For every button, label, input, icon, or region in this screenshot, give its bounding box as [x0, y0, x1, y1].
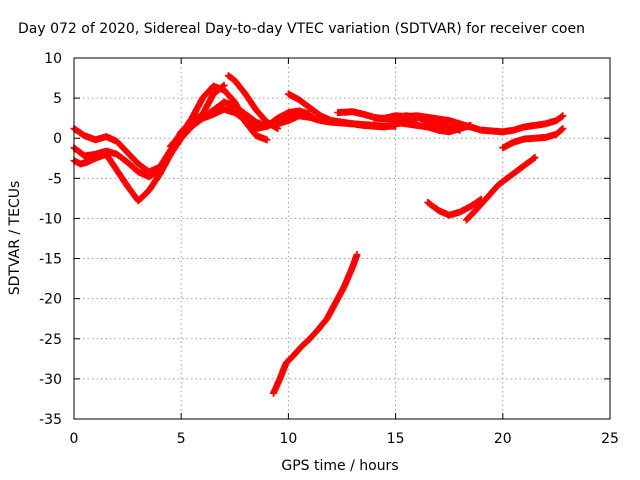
- x-tick-label: 10: [279, 431, 297, 447]
- series-arc-14: [462, 153, 539, 224]
- data-point-run: [102, 150, 120, 173]
- data-point-run: [306, 104, 323, 119]
- x-tick-label: 15: [387, 431, 405, 447]
- data-point-run: [156, 152, 174, 178]
- series-arc-12: [499, 125, 567, 152]
- y-tick-label: -15: [39, 252, 62, 268]
- data-point-run: [323, 300, 339, 323]
- data-point: [263, 136, 271, 144]
- data-point-run: [282, 354, 296, 367]
- y-tick-label: 10: [44, 51, 62, 67]
- axis-ticks: 0 5 10 15 20 25 10 5 0 -5 -10 -15 -20 -25 -30 -35: [39, 51, 619, 447]
- plot-frame: [73, 57, 611, 420]
- x-tick-label: 25: [601, 431, 619, 447]
- data-point-run: [505, 166, 523, 181]
- data-point: [559, 112, 567, 120]
- data-point-run: [295, 96, 313, 111]
- data-point-run: [467, 196, 484, 210]
- data-point-run: [297, 336, 313, 351]
- data-point-run: [252, 106, 270, 125]
- y-tick-label: -30: [39, 372, 62, 388]
- data-point-run: [242, 90, 259, 113]
- data-point-run: [199, 83, 216, 102]
- data-point-run: [124, 182, 141, 204]
- series-arc-11: [392, 118, 475, 136]
- data-point-run: [269, 376, 283, 397]
- data-point-run: [220, 86, 238, 105]
- x-tick-label: 5: [177, 431, 186, 447]
- data-point-run: [484, 182, 501, 201]
- y-tick-label: 5: [53, 91, 62, 107]
- data-point-run: [199, 91, 217, 118]
- data-point-run: [332, 284, 347, 307]
- data-point: [559, 125, 567, 133]
- data-point-run: [495, 174, 512, 189]
- x-axis-label: GPS time / hours: [281, 458, 398, 474]
- data-point-run: [231, 102, 248, 117]
- data-point: [467, 121, 475, 129]
- chart-title: Day 072 of 2020, Sidereal Day-to-day VTE…: [18, 21, 585, 37]
- data-point-run: [231, 109, 248, 124]
- x-tick-label: 0: [70, 431, 79, 447]
- data-point-run: [167, 131, 184, 150]
- data-point-run: [276, 360, 290, 383]
- y-tick-label: -20: [39, 292, 62, 308]
- data-point-run: [188, 95, 206, 122]
- data-point-run: [124, 149, 141, 167]
- data-point: [353, 251, 361, 259]
- y-tick-label: -10: [39, 211, 62, 227]
- y-tick-label: -35: [39, 412, 62, 428]
- data-point-run: [113, 166, 131, 189]
- data-point-run: [527, 154, 538, 165]
- y-tick-label: 0: [53, 131, 62, 147]
- data-point-run: [134, 187, 152, 205]
- data-point-run: [113, 150, 130, 165]
- series-arc-15: [269, 251, 361, 397]
- data-point-run: [424, 198, 441, 213]
- y-tick-label: -5: [48, 171, 62, 187]
- data-series: [70, 72, 567, 397]
- data-point-run: [242, 110, 259, 125]
- y-tick-label: -25: [39, 332, 62, 348]
- data-point-run: [340, 264, 356, 291]
- data-point-run: [473, 194, 491, 213]
- data-point-run: [552, 126, 566, 138]
- data-point: [531, 153, 539, 161]
- data-point-run: [314, 316, 330, 333]
- data-point-run: [145, 172, 163, 194]
- data-point-run: [124, 158, 141, 175]
- data-point-run: [289, 344, 304, 360]
- data-point-run: [113, 137, 130, 155]
- data-point-run: [552, 113, 566, 125]
- data-point-run: [462, 206, 480, 224]
- data-point-run: [188, 115, 205, 130]
- data-point-run: [516, 158, 533, 173]
- x-tick-label: 20: [494, 431, 512, 447]
- y-axis-label: SDTVAR / TECUs: [7, 181, 23, 296]
- data-point-run: [306, 326, 321, 343]
- series-arc-6: [224, 72, 282, 133]
- data-point-run: [231, 77, 248, 97]
- series-arc-8: [274, 112, 400, 130]
- data-point-run: [177, 123, 195, 138]
